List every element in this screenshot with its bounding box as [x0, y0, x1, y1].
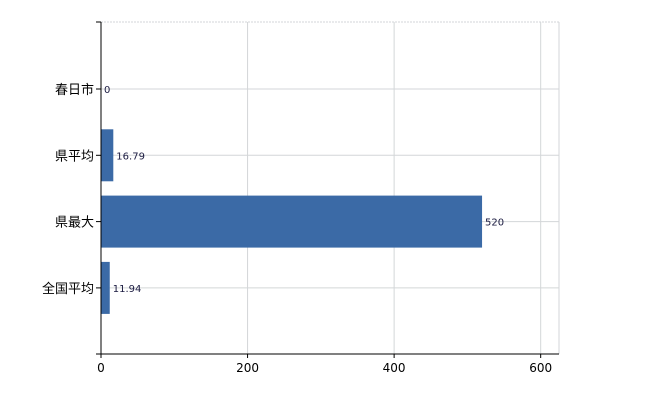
- axes: [96, 21, 559, 358]
- x-tick-label-0: 0: [97, 361, 105, 375]
- bar-1: [101, 129, 114, 182]
- labels: 0 春日市 16.79 県平均 520 県最大 11.94 全国平均 0 200 400 600: [42, 82, 552, 375]
- gridlines: [101, 21, 560, 354]
- bars: [101, 129, 483, 314]
- data-label-3: 11.94: [113, 284, 142, 295]
- bar-3: [101, 261, 110, 314]
- data-label-2: 520: [485, 218, 504, 229]
- x-tick-label-200: 200: [236, 361, 259, 375]
- x-tick-label-400: 400: [383, 361, 406, 375]
- y-tick-label-3: 全国平均: [42, 281, 94, 297]
- data-label-1: 16.79: [116, 151, 145, 162]
- y-tick-label-0: 春日市: [55, 82, 94, 98]
- y-tick-label-2: 県最大: [55, 216, 94, 231]
- y-tick-label-1: 県平均: [55, 149, 94, 164]
- x-tick-label-600: 600: [529, 361, 552, 375]
- bar-2: [101, 195, 483, 248]
- data-label-0: 0: [104, 85, 110, 96]
